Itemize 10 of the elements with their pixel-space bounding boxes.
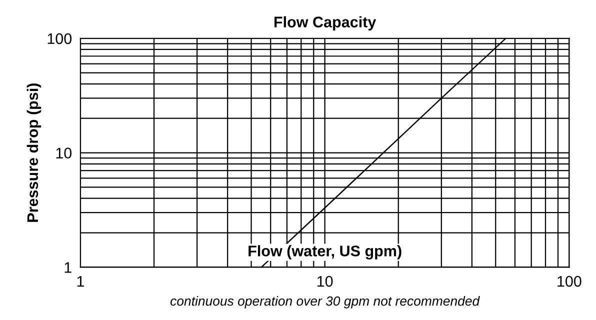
y-tick-label: 100 [48,33,72,44]
x-tick-label: 10 [317,276,333,287]
y-axis-title: Pressure drop (psi) [26,84,42,222]
chart-title: Flow Capacity [274,16,376,30]
x-tick-label: 100 [558,276,582,287]
text: continuous operation over 30 gpm not recommended [170,296,480,308]
x-axis-title: Flow (water, US gpm) [248,245,402,260]
y-tick-label: 10 [56,148,72,158]
x-tick-label: 1 [77,276,84,287]
y-tick-label: 1 [64,262,72,273]
